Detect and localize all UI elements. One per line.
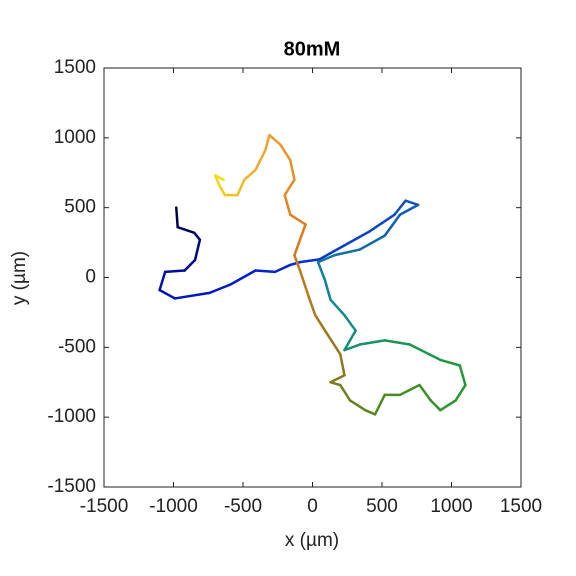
trajectory-segment	[323, 329, 342, 356]
chart-title: 80mM	[284, 38, 341, 60]
trajectory-segment	[283, 193, 292, 216]
trajectory-segment	[348, 399, 367, 412]
trajectory-segment	[316, 253, 336, 264]
trajectory-segment	[263, 133, 271, 152]
trajectory-segment	[364, 408, 377, 416]
plot-frame	[103, 67, 522, 488]
trajectory-segment	[368, 213, 396, 233]
trajectory-segment	[298, 269, 310, 297]
trajectory-segment	[329, 374, 346, 384]
trajectory-segment	[229, 269, 257, 286]
trajectory-segment	[298, 258, 321, 264]
trajectory-segment	[458, 364, 467, 387]
trajectory-segment	[358, 234, 387, 251]
trajectory-segment	[254, 269, 277, 274]
trajectory-segment	[173, 291, 211, 300]
trajectory-segment	[323, 279, 332, 302]
trajectory-segment	[289, 158, 296, 181]
trajectory-segment	[418, 383, 432, 402]
y-tick-label: -1000	[47, 406, 96, 427]
trajectory-segment	[208, 283, 232, 295]
trajectory-segment	[163, 269, 186, 274]
trajectory-segment	[183, 258, 197, 272]
trajectory-segment	[236, 178, 246, 197]
x-tick-label: 0	[307, 496, 318, 517]
trajectory-segment	[213, 174, 225, 181]
x-tick-label: 1000	[430, 496, 472, 517]
y-tick-label: 1000	[54, 127, 96, 148]
trajectory-segment	[373, 393, 387, 416]
trajectory-segment	[343, 313, 357, 332]
trajectory-segment	[316, 260, 327, 282]
trajectory-segment	[454, 383, 467, 402]
x-axis-label: x (µm)	[285, 530, 339, 551]
trajectory-segment	[175, 206, 179, 229]
trajectory-segment	[358, 339, 387, 346]
trajectory-segment	[429, 399, 442, 412]
trajectory-segment	[318, 244, 346, 261]
trajectory-segment	[398, 203, 420, 216]
trajectory-segment	[283, 178, 296, 197]
x-tick-label: -1500	[80, 496, 129, 517]
trajectory-segment	[329, 298, 346, 317]
trajectory-segment	[383, 339, 412, 346]
x-tick-label: -1000	[149, 496, 198, 517]
trajectory-segment	[439, 358, 462, 367]
trajectory-segment	[298, 223, 307, 242]
x-tick-label: -500	[224, 496, 262, 517]
y-tick-label: 0	[85, 267, 96, 288]
trajectory-segment	[158, 288, 177, 300]
trajectory-segment	[289, 213, 307, 226]
trajectory-segment	[254, 149, 267, 172]
y-tick-label: 500	[64, 197, 96, 218]
y-tick-label: -1500	[47, 476, 96, 497]
trajectory-segment	[158, 270, 167, 292]
trajectory-segment	[408, 343, 442, 362]
trajectory-segment	[404, 199, 420, 207]
y-axis-label: y (µm)	[9, 251, 30, 305]
trajectory-segment	[343, 329, 357, 352]
trajectory-segment	[176, 225, 196, 235]
trajectory-segment	[343, 230, 371, 247]
trajectory-segment	[193, 231, 202, 242]
trajectory-segment	[333, 248, 362, 257]
trajectory-segment	[383, 213, 402, 237]
x-tick-label: 1500	[500, 496, 542, 517]
trajectory-segment	[293, 238, 302, 257]
trajectory-segment	[279, 143, 292, 162]
trajectory-segment	[218, 184, 227, 197]
trajectory-segment	[243, 168, 257, 181]
trajectory-segment	[314, 313, 327, 332]
trajectory-segment	[193, 238, 202, 262]
trajectory-segment	[393, 199, 407, 216]
trajectory-segment	[293, 253, 302, 272]
trajectory-segment	[439, 399, 457, 412]
trajectory-segment	[268, 133, 282, 147]
trajectory-segment	[398, 383, 421, 397]
trajectory-segment	[343, 343, 362, 352]
trajectory-segment	[339, 383, 352, 402]
x-tick-label: 500	[366, 496, 398, 517]
y-tick-label: -500	[58, 336, 96, 357]
trajectory-segment	[273, 263, 292, 274]
trajectory-segment	[307, 294, 317, 317]
trajectory-segment	[339, 353, 346, 377]
y-tick-label: 1500	[54, 57, 96, 78]
